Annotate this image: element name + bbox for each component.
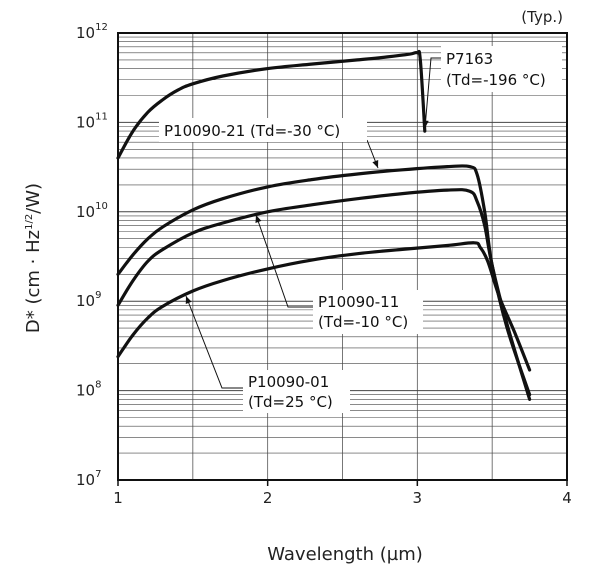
y-axis-label-main: D* (cm · Hz xyxy=(23,230,44,333)
series-label-text: P10090-01 xyxy=(248,373,329,391)
leader-arrow xyxy=(185,296,192,304)
label-background xyxy=(313,290,423,334)
x-axis-label: Wavelength (µm) xyxy=(267,544,423,565)
y-axis-label-sup: 1/2 xyxy=(24,214,35,230)
typical-note: (Typ.) xyxy=(521,8,563,26)
plot-frame xyxy=(117,32,568,481)
leader-line xyxy=(185,295,243,389)
series-line-1 xyxy=(116,164,532,397)
y-axis-label: D* (cm · Hz1/2/W) xyxy=(23,183,44,333)
y-tick-label: 1012 xyxy=(76,22,108,42)
series-line-3 xyxy=(116,241,532,372)
series-label-text: (Td=25 °C) xyxy=(248,393,333,411)
y-tick-label: 108 xyxy=(76,380,101,400)
series-label-1: P10090-21 (Td=-30 °C) xyxy=(159,118,379,169)
series-label-3: P10090-01 (Td=25 °C) xyxy=(185,295,350,413)
tick-labels: 1 2 3 4 107 108 109 1010 1011 1012 xyxy=(76,22,572,507)
series-label-text: P10090-11 xyxy=(318,293,399,311)
x-tick-label: 2 xyxy=(263,489,273,507)
series-line-0 xyxy=(116,49,427,160)
x-tick-label: 4 xyxy=(562,489,572,507)
series-line-2 xyxy=(116,188,532,401)
leader-arrow xyxy=(422,120,429,128)
label-background xyxy=(441,46,562,92)
y-axis-label-end: /W) xyxy=(23,183,44,214)
label-background xyxy=(159,118,367,142)
x-tick-label: 3 xyxy=(413,489,423,507)
y-tick-label: 107 xyxy=(76,469,101,489)
y-tick-label: 1010 xyxy=(76,201,108,221)
series-label-text: P10090-21 (Td=-30 °C) xyxy=(164,122,340,140)
y-tick-label: 109 xyxy=(76,290,101,310)
series-label-2: P10090-11 (Td=-10 °C) xyxy=(255,214,423,334)
series-label-text: (Td=-196 °C) xyxy=(446,71,546,89)
series-labels: P7163 (Td=-196 °C) P10090-21 (Td=-30 °C) P1… xyxy=(159,46,562,413)
leader-arrow xyxy=(255,215,262,223)
x-tick-label: 1 xyxy=(113,489,123,507)
series-label-0: P7163 (Td=-196 °C) xyxy=(422,46,562,129)
series-group xyxy=(116,49,532,401)
label-background xyxy=(243,370,350,413)
series-label-text: P7163 xyxy=(446,50,493,68)
leader-line xyxy=(255,214,313,308)
leader-arrow xyxy=(372,160,379,168)
series-label-text: (Td=-10 °C) xyxy=(318,313,408,331)
y-tick-label: 1011 xyxy=(76,111,108,131)
leader-line xyxy=(424,57,441,129)
